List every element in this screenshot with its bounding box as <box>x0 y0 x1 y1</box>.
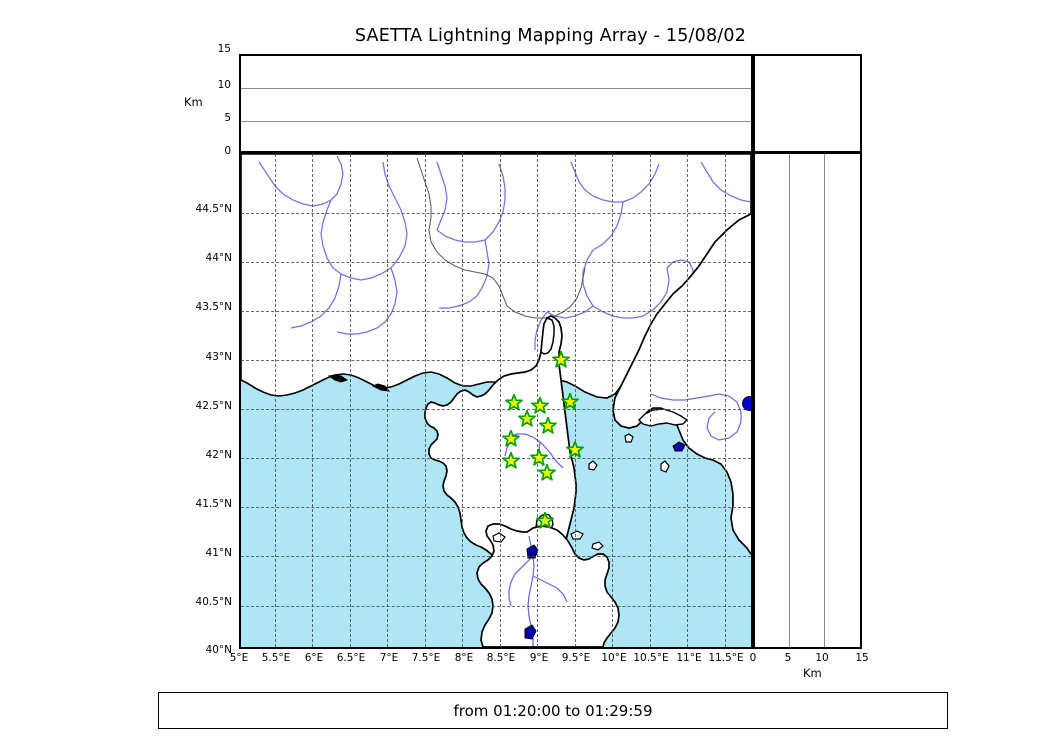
map-gridline-lon-10 <box>612 154 613 647</box>
tick-lat-40: 40°N <box>205 644 232 656</box>
tick-alt-5: 5 <box>224 112 231 124</box>
time-window-status: from 01:20:00 to 01:29:59 <box>158 692 948 729</box>
axis-label-km-horizontal: Km <box>803 666 822 680</box>
panel-altitude-latitude[interactable] <box>753 152 862 649</box>
map-gridline-lat-42 <box>241 458 751 459</box>
tick-lon-7: 7°E <box>379 652 399 664</box>
tick-km-0: 0 <box>749 652 757 664</box>
map-gridline-lat-43 <box>241 360 751 361</box>
map-gridline-lat-42.5 <box>241 409 751 410</box>
map-gridline-lon-11 <box>687 154 688 647</box>
map-gridline-lon-8.5 <box>499 154 501 647</box>
map-gridline-lon-9 <box>537 154 538 647</box>
tick-lat-43.5: 43.5°N <box>195 301 232 313</box>
map-gridline-lat-44.5 <box>241 212 751 214</box>
tick-lon-10.5: 10.5°E <box>633 652 669 664</box>
tick-km-10: 10 <box>815 652 829 664</box>
tick-lon-9.5: 9.5°E <box>561 652 591 664</box>
tick-km-15: 15 <box>855 652 869 664</box>
map-gridline-lat-43.5 <box>241 310 751 312</box>
tick-lon-7.5: 7.5°E <box>411 652 441 664</box>
time-window-text: from 01:20:00 to 01:29:59 <box>453 701 653 720</box>
map-gridline-lon-7 <box>387 154 388 647</box>
tick-lon-5: 5°E <box>229 652 249 664</box>
lightning-source-dot[interactable] <box>742 396 751 411</box>
tick-lon-11: 11°E <box>676 652 702 664</box>
map-gridline-lat-41.5 <box>241 507 751 508</box>
tick-lon-8.5: 8.5°E <box>486 652 516 664</box>
map-gridline-lon-6 <box>312 154 313 647</box>
map-gridline-lon-7.5 <box>424 154 426 647</box>
map-geography <box>241 154 751 647</box>
tick-lat-42: 42°N <box>205 449 232 461</box>
tick-lat-40.5: 40.5°N <box>195 596 232 608</box>
map-gridline-lon-5.5 <box>274 154 276 647</box>
panel-longitude-altitude[interactable] <box>239 54 753 153</box>
tick-lat-41.5: 41.5°N <box>195 498 232 510</box>
tick-alt-15: 15 <box>217 43 231 55</box>
map-gridline-lon-5 <box>239 154 240 647</box>
tick-lon-8: 8°E <box>454 652 474 664</box>
map-gridline-lat-40.5 <box>241 605 751 607</box>
tick-lat-42.5: 42.5°N <box>195 400 232 412</box>
map-gridline-lon-8 <box>462 154 463 647</box>
tick-lon-5.5: 5.5°E <box>261 652 291 664</box>
tick-alt-10: 10 <box>217 79 231 91</box>
gridline-km-10 <box>823 154 825 647</box>
panel-altitude-histogram[interactable] <box>753 54 862 153</box>
map-gridline-lon-11.5 <box>724 154 726 647</box>
gridline-km-5 <box>788 154 790 647</box>
map-gridline-lat-44 <box>241 261 751 263</box>
tick-lon-9: 9°E <box>529 652 549 664</box>
tick-alt-0: 0 <box>224 145 231 157</box>
tick-lon-6.5: 6.5°E <box>336 652 366 664</box>
map-gridline-lat-41 <box>241 556 751 557</box>
tick-lat-44: 44°N <box>205 252 232 264</box>
panel-map[interactable] <box>239 152 753 649</box>
tick-km-5: 5 <box>784 652 792 664</box>
gridline-alt-10 <box>241 87 751 89</box>
page-title: SAETTA Lightning Mapping Array - 15/08/0… <box>354 26 747 46</box>
axis-label-km-vertical: Km <box>184 95 203 109</box>
map-gridline-lon-10.5 <box>649 154 651 647</box>
tick-lon-6: 6°E <box>304 652 324 664</box>
map-gridline-lon-6.5 <box>349 154 351 647</box>
tick-lat-44.5: 44.5°N <box>195 203 232 215</box>
tick-lon-10: 10°E <box>601 652 627 664</box>
tick-lat-43: 43°N <box>205 351 232 363</box>
tick-lon-11.5: 11.5°E <box>708 652 744 664</box>
tick-lat-41: 41°N <box>205 547 232 559</box>
gridline-alt-5 <box>241 120 751 122</box>
